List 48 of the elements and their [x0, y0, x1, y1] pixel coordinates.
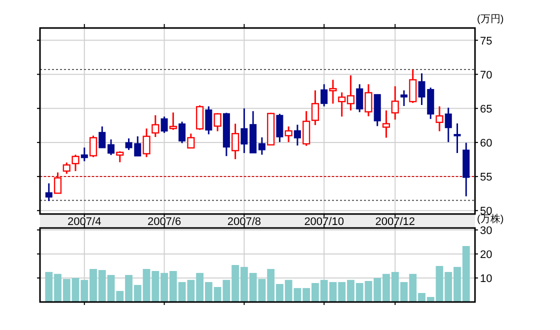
candlestick	[89, 134, 98, 158]
candlestick	[364, 83, 372, 117]
candlestick	[98, 126, 106, 149]
candlestick	[80, 146, 88, 162]
candlestick	[444, 106, 452, 143]
candlestick	[187, 132, 195, 149]
x-tick-label: 2007/12	[375, 216, 415, 228]
candlestick	[294, 124, 301, 146]
y-tick-label: 60	[480, 137, 492, 150]
candlestick	[108, 138, 115, 156]
candlestick	[196, 104, 204, 131]
x-tick-label: 2007/8	[227, 216, 262, 228]
candlestick	[205, 106, 212, 136]
y-axis-title: (万円)	[477, 14, 504, 25]
candlestick	[329, 79, 337, 104]
candlestick	[160, 116, 168, 134]
candlestick	[454, 122, 461, 154]
x-tick-label: 2007/4	[68, 216, 102, 228]
candlestick	[409, 68, 417, 104]
candlestick	[152, 114, 160, 138]
candlestick	[178, 120, 186, 144]
candlestick	[62, 162, 70, 175]
candlestick	[436, 106, 444, 132]
candlestick	[169, 112, 177, 131]
candlestick	[391, 86, 399, 120]
candlestick	[45, 182, 52, 202]
candlestick	[382, 110, 390, 138]
y-tick-label: 20	[480, 248, 492, 261]
candlestick	[232, 122, 240, 160]
candlestick	[240, 108, 248, 154]
candlestick	[356, 83, 364, 113]
y-tick-label: 10	[480, 272, 492, 285]
candlestick	[72, 154, 80, 172]
candlestick	[54, 172, 62, 194]
x-tick-label: 2007/10	[304, 216, 344, 228]
candlestick	[276, 113, 284, 143]
y-tick-label: 30	[480, 224, 492, 237]
candlestick	[214, 112, 222, 132]
y-tick-label: 65	[480, 103, 492, 116]
candlestick	[284, 126, 292, 143]
y-tick-label: 70	[480, 69, 492, 82]
candlestick	[142, 128, 150, 158]
y-tick-label: 55	[480, 172, 492, 184]
candlestick	[320, 83, 328, 108]
candlestick	[400, 90, 408, 107]
x-tick-label: 2007/6	[147, 216, 182, 228]
candlestick	[258, 136, 266, 156]
y-tick-label: 75	[480, 35, 492, 48]
